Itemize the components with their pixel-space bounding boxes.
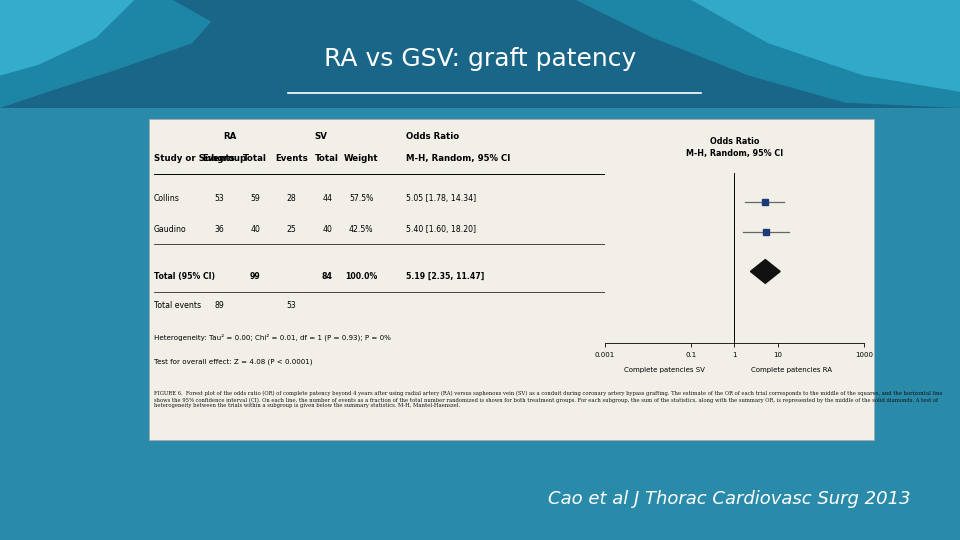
Polygon shape	[576, 0, 960, 108]
Text: Total: Total	[316, 154, 339, 163]
Polygon shape	[0, 0, 134, 76]
Text: 5.05 [1.78, 14.34]: 5.05 [1.78, 14.34]	[406, 194, 476, 203]
Text: 100.0%: 100.0%	[345, 272, 377, 281]
Text: Collins: Collins	[154, 194, 180, 203]
Text: Odds Ratio: Odds Ratio	[709, 137, 759, 146]
Text: M-H, Random, 95% CI: M-H, Random, 95% CI	[406, 154, 511, 163]
Text: 25: 25	[286, 225, 296, 234]
Text: 89: 89	[214, 301, 224, 310]
Text: 28: 28	[286, 194, 296, 203]
Polygon shape	[0, 0, 211, 108]
Text: Complete patencies SV: Complete patencies SV	[624, 367, 705, 373]
Text: 59: 59	[251, 194, 260, 203]
FancyBboxPatch shape	[149, 119, 874, 440]
Text: Test for overall effect: Z = 4.08 (P < 0.0001): Test for overall effect: Z = 4.08 (P < 0…	[154, 359, 312, 365]
Text: Cao et al J Thorac Cardiovasc Surg 2013: Cao et al J Thorac Cardiovasc Surg 2013	[548, 490, 911, 509]
Text: Heterogeneity: Tau² = 0.00; Chi² = 0.01, df = 1 (P = 0.93); P = 0%: Heterogeneity: Tau² = 0.00; Chi² = 0.01,…	[154, 333, 391, 341]
Text: 5.19 [2.35, 11.47]: 5.19 [2.35, 11.47]	[406, 272, 485, 281]
Text: 57.5%: 57.5%	[349, 194, 373, 203]
Text: 53: 53	[286, 301, 296, 310]
Text: FIGURE 6.  Forest plot of the odds ratio (OR) of complete patency beyond 4 years: FIGURE 6. Forest plot of the odds ratio …	[154, 391, 942, 408]
Text: 40: 40	[251, 225, 260, 234]
Bar	[0, 0, 960, 108]
Text: 53: 53	[214, 194, 224, 203]
Text: Total events: Total events	[154, 301, 201, 310]
Text: Study or Subgroup: Study or Subgroup	[154, 154, 246, 163]
Text: 84: 84	[322, 272, 333, 281]
Text: 44: 44	[323, 194, 332, 203]
Text: 99: 99	[250, 272, 260, 281]
Text: Total: Total	[243, 154, 267, 163]
Text: SV: SV	[314, 132, 327, 141]
Text: Odds Ratio: Odds Ratio	[406, 132, 460, 141]
Text: 42.5%: 42.5%	[348, 225, 373, 234]
Text: Complete patencies RA: Complete patencies RA	[751, 367, 832, 373]
Text: Weight: Weight	[344, 154, 378, 163]
Text: Events: Events	[275, 154, 307, 163]
Text: 36: 36	[214, 225, 224, 234]
Text: Events: Events	[203, 154, 235, 163]
Text: M-H, Random, 95% CI: M-H, Random, 95% CI	[685, 149, 783, 158]
Text: RA vs GSV: graft patency: RA vs GSV: graft patency	[324, 48, 636, 71]
Text: RA: RA	[224, 132, 237, 141]
Text: Gaudino: Gaudino	[154, 225, 186, 234]
Polygon shape	[751, 260, 780, 284]
Text: Total (95% CI): Total (95% CI)	[154, 272, 215, 281]
Polygon shape	[691, 0, 960, 92]
Text: 5.40 [1.60, 18.20]: 5.40 [1.60, 18.20]	[406, 225, 476, 234]
Text: 40: 40	[323, 225, 332, 234]
